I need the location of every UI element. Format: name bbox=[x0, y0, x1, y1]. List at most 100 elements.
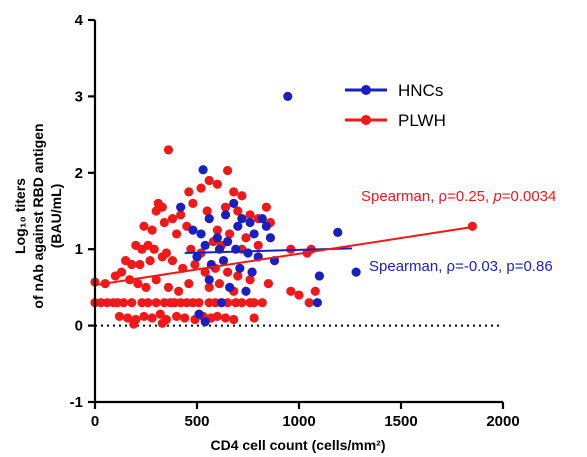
data-point-hncs bbox=[233, 221, 243, 231]
data-point-hncs bbox=[176, 202, 186, 212]
y-axis-title-line-3: (BAU/mL) bbox=[48, 184, 64, 249]
data-point-plwh bbox=[202, 206, 212, 216]
data-point-plwh bbox=[233, 271, 243, 281]
x-tick-label: 500 bbox=[184, 413, 209, 430]
legend-label-plwh: PLWH bbox=[398, 111, 446, 130]
data-point-plwh bbox=[151, 206, 161, 216]
data-point-plwh bbox=[127, 259, 137, 270]
data-point-hncs bbox=[216, 298, 227, 308]
data-point-plwh bbox=[159, 217, 169, 228]
data-point-plwh bbox=[220, 313, 231, 323]
legend-marker-hncs bbox=[361, 85, 371, 95]
y-axis-title: Log₁₀ titers of nAb against RBD antigen … bbox=[12, 123, 64, 308]
data-point-plwh bbox=[141, 282, 151, 292]
data-point-hncs bbox=[225, 282, 235, 292]
y-tick-label: 2 bbox=[75, 165, 83, 182]
data-point-plwh bbox=[467, 221, 477, 231]
data-point-plwh bbox=[249, 313, 259, 323]
data-point-hncs bbox=[261, 221, 271, 231]
data-point-hncs bbox=[243, 248, 253, 258]
data-point-plwh bbox=[286, 286, 296, 296]
data-point-plwh bbox=[190, 259, 200, 270]
data-point-hncs bbox=[204, 214, 214, 224]
legend-marker-plwh bbox=[361, 115, 371, 125]
data-point-hncs bbox=[223, 236, 233, 247]
data-point-plwh bbox=[214, 278, 225, 289]
data-point-plwh bbox=[249, 298, 259, 308]
data-point-plwh bbox=[118, 298, 129, 308]
points-layer bbox=[90, 91, 477, 329]
data-point-plwh bbox=[220, 202, 231, 212]
data-point-hncs bbox=[235, 263, 245, 273]
data-point-plwh bbox=[200, 267, 210, 277]
annotation-plwh-prefix: Spearman, ρ=0.25, bbox=[361, 188, 493, 205]
data-point-plwh bbox=[163, 145, 174, 155]
data-point-hncs bbox=[220, 210, 231, 220]
data-point-plwh bbox=[294, 290, 304, 300]
data-point-plwh bbox=[114, 311, 125, 322]
x-tick-label: 0 bbox=[91, 413, 99, 430]
data-point-plwh bbox=[151, 298, 161, 308]
legend-label-hncs: HNCs bbox=[398, 81, 443, 100]
data-point-plwh bbox=[212, 179, 222, 189]
y-tick-label: -1 bbox=[70, 394, 83, 411]
data-point-hncs bbox=[194, 309, 204, 319]
data-point-hncs bbox=[333, 227, 343, 237]
x-tick-label: 2000 bbox=[486, 413, 519, 430]
trend-layer bbox=[94, 226, 473, 287]
legend-item-hncs: HNCs bbox=[345, 81, 443, 100]
data-point-plwh bbox=[196, 183, 206, 193]
data-point-hncs bbox=[200, 317, 210, 327]
annotation-plwh-suffix: =0.0034 bbox=[502, 188, 557, 205]
data-point-hncs bbox=[265, 233, 276, 243]
data-point-plwh bbox=[139, 221, 149, 231]
data-point-plwh bbox=[310, 286, 320, 296]
data-point-plwh bbox=[163, 282, 174, 292]
data-point-plwh bbox=[155, 309, 165, 319]
data-point-plwh bbox=[147, 225, 157, 235]
data-point-hncs bbox=[249, 229, 259, 239]
data-point-plwh bbox=[204, 282, 214, 292]
data-point-hncs bbox=[245, 217, 255, 228]
data-point-hncs bbox=[218, 256, 229, 266]
y-axis-title-line-1: Log₁₀ titers bbox=[12, 178, 28, 254]
data-point-hncs bbox=[229, 198, 239, 208]
data-point-plwh bbox=[151, 275, 161, 285]
data-point-plwh bbox=[241, 233, 251, 243]
data-point-plwh bbox=[253, 240, 263, 250]
spearman-annotation-hncs: Spearman, ρ=-0.03, p=0.86 bbox=[369, 258, 553, 275]
data-point-plwh bbox=[123, 313, 133, 323]
data-point-hncs bbox=[198, 165, 208, 175]
data-point-plwh bbox=[149, 244, 159, 254]
data-point-plwh bbox=[229, 314, 239, 325]
annotation-plwh-p: p bbox=[492, 188, 501, 205]
data-point-hncs bbox=[196, 229, 206, 239]
data-point-plwh bbox=[212, 311, 222, 322]
x-axis-title: CD4 cell count (cells/mm²) bbox=[210, 437, 385, 453]
data-point-plwh bbox=[237, 191, 247, 201]
data-point-plwh bbox=[186, 244, 196, 254]
data-point-plwh bbox=[157, 252, 167, 262]
legend-item-plwh: PLWH bbox=[345, 111, 446, 130]
axes-layer: -1 0 1 2 3 4 0 500 1000 1500 2000 bbox=[70, 12, 520, 430]
data-point-plwh bbox=[304, 298, 314, 308]
data-point-plwh bbox=[176, 210, 186, 220]
data-point-hncs bbox=[257, 214, 267, 224]
data-point-hncs bbox=[212, 233, 222, 243]
data-point-plwh bbox=[172, 229, 182, 239]
data-point-plwh bbox=[167, 214, 178, 224]
data-point-hncs bbox=[312, 298, 322, 308]
data-point-plwh bbox=[167, 256, 178, 266]
data-point-hncs bbox=[188, 225, 198, 235]
x-tick-label: 1500 bbox=[384, 413, 417, 430]
data-point-plwh bbox=[212, 225, 222, 235]
data-point-plwh bbox=[147, 313, 157, 323]
data-point-hncs bbox=[237, 214, 247, 224]
data-point-plwh bbox=[180, 313, 190, 323]
y-axis-title-line-2: of nAb against RBD antigen bbox=[30, 123, 46, 308]
data-point-plwh bbox=[225, 229, 235, 239]
data-point-plwh bbox=[184, 278, 194, 289]
data-point-plwh bbox=[245, 210, 255, 220]
data-point-plwh bbox=[223, 267, 233, 277]
data-point-hncs bbox=[247, 267, 257, 277]
